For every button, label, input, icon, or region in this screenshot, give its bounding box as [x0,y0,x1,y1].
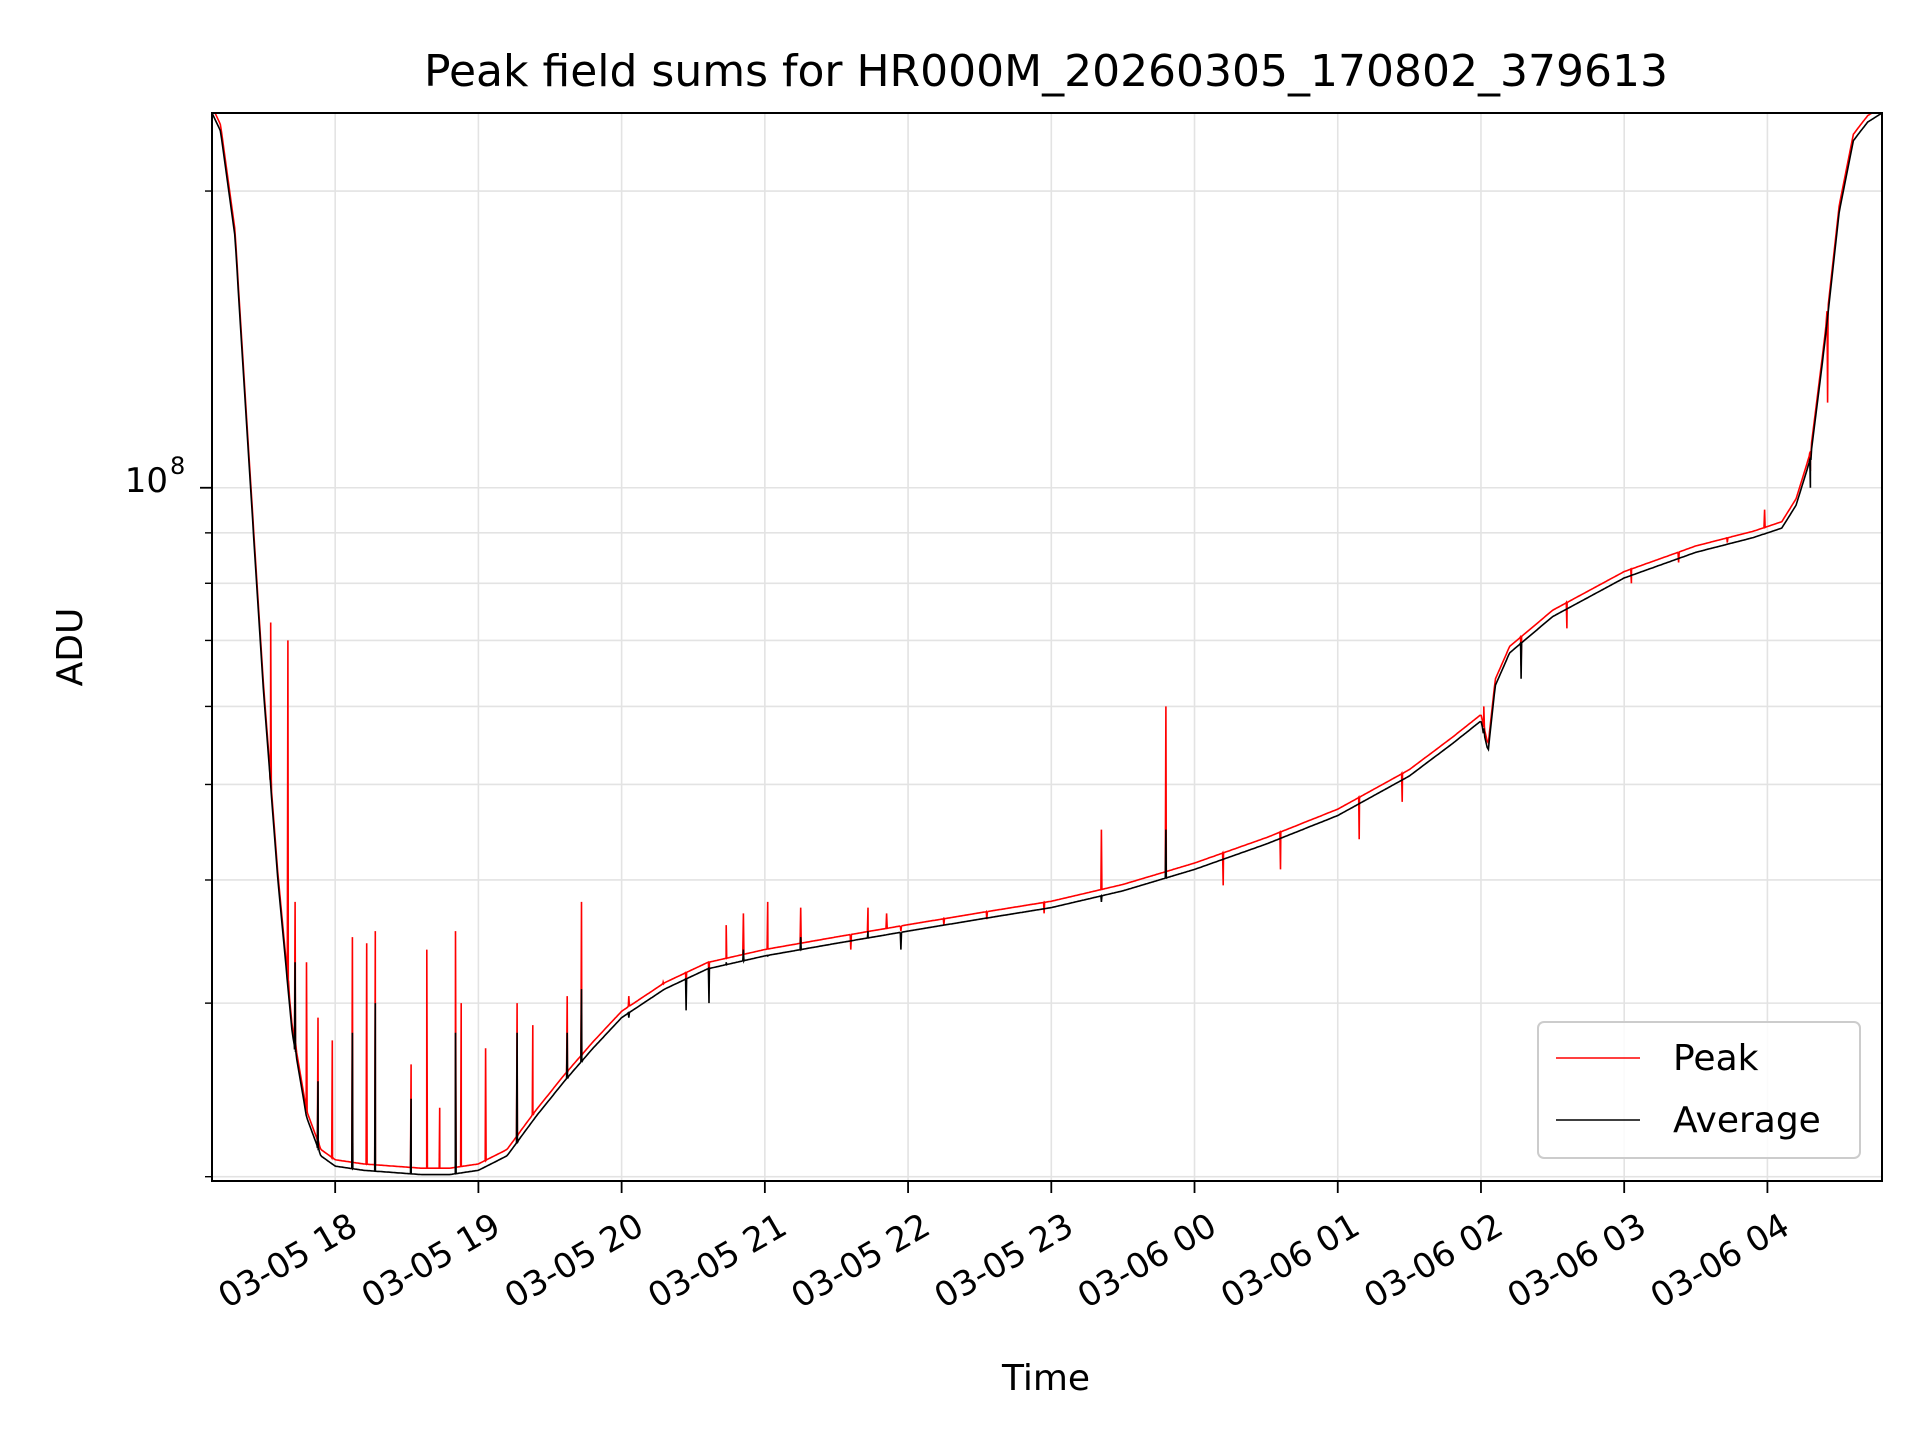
y-tick-label: 10 8 [125,452,186,501]
y-axis-label: ADU [50,608,91,687]
legend-box [1537,1021,1861,1159]
peak-series-line [214,113,1874,1169]
legend: Peak Average [1537,1021,1861,1159]
legend-average-label: Average [1673,1100,1821,1141]
chart-title: Peak field sums for HR000M_20260305_1708… [424,46,1668,97]
legend-peak-label: Peak [1673,1038,1759,1079]
y-tick-label-exponent: 8 [170,452,185,480]
y-tick-label-base: 10 [125,461,168,501]
grid [212,113,1882,1181]
average-series-line [212,113,1882,1176]
x-axis-label: Time [1001,1358,1090,1399]
plot-frame [211,112,1883,1182]
